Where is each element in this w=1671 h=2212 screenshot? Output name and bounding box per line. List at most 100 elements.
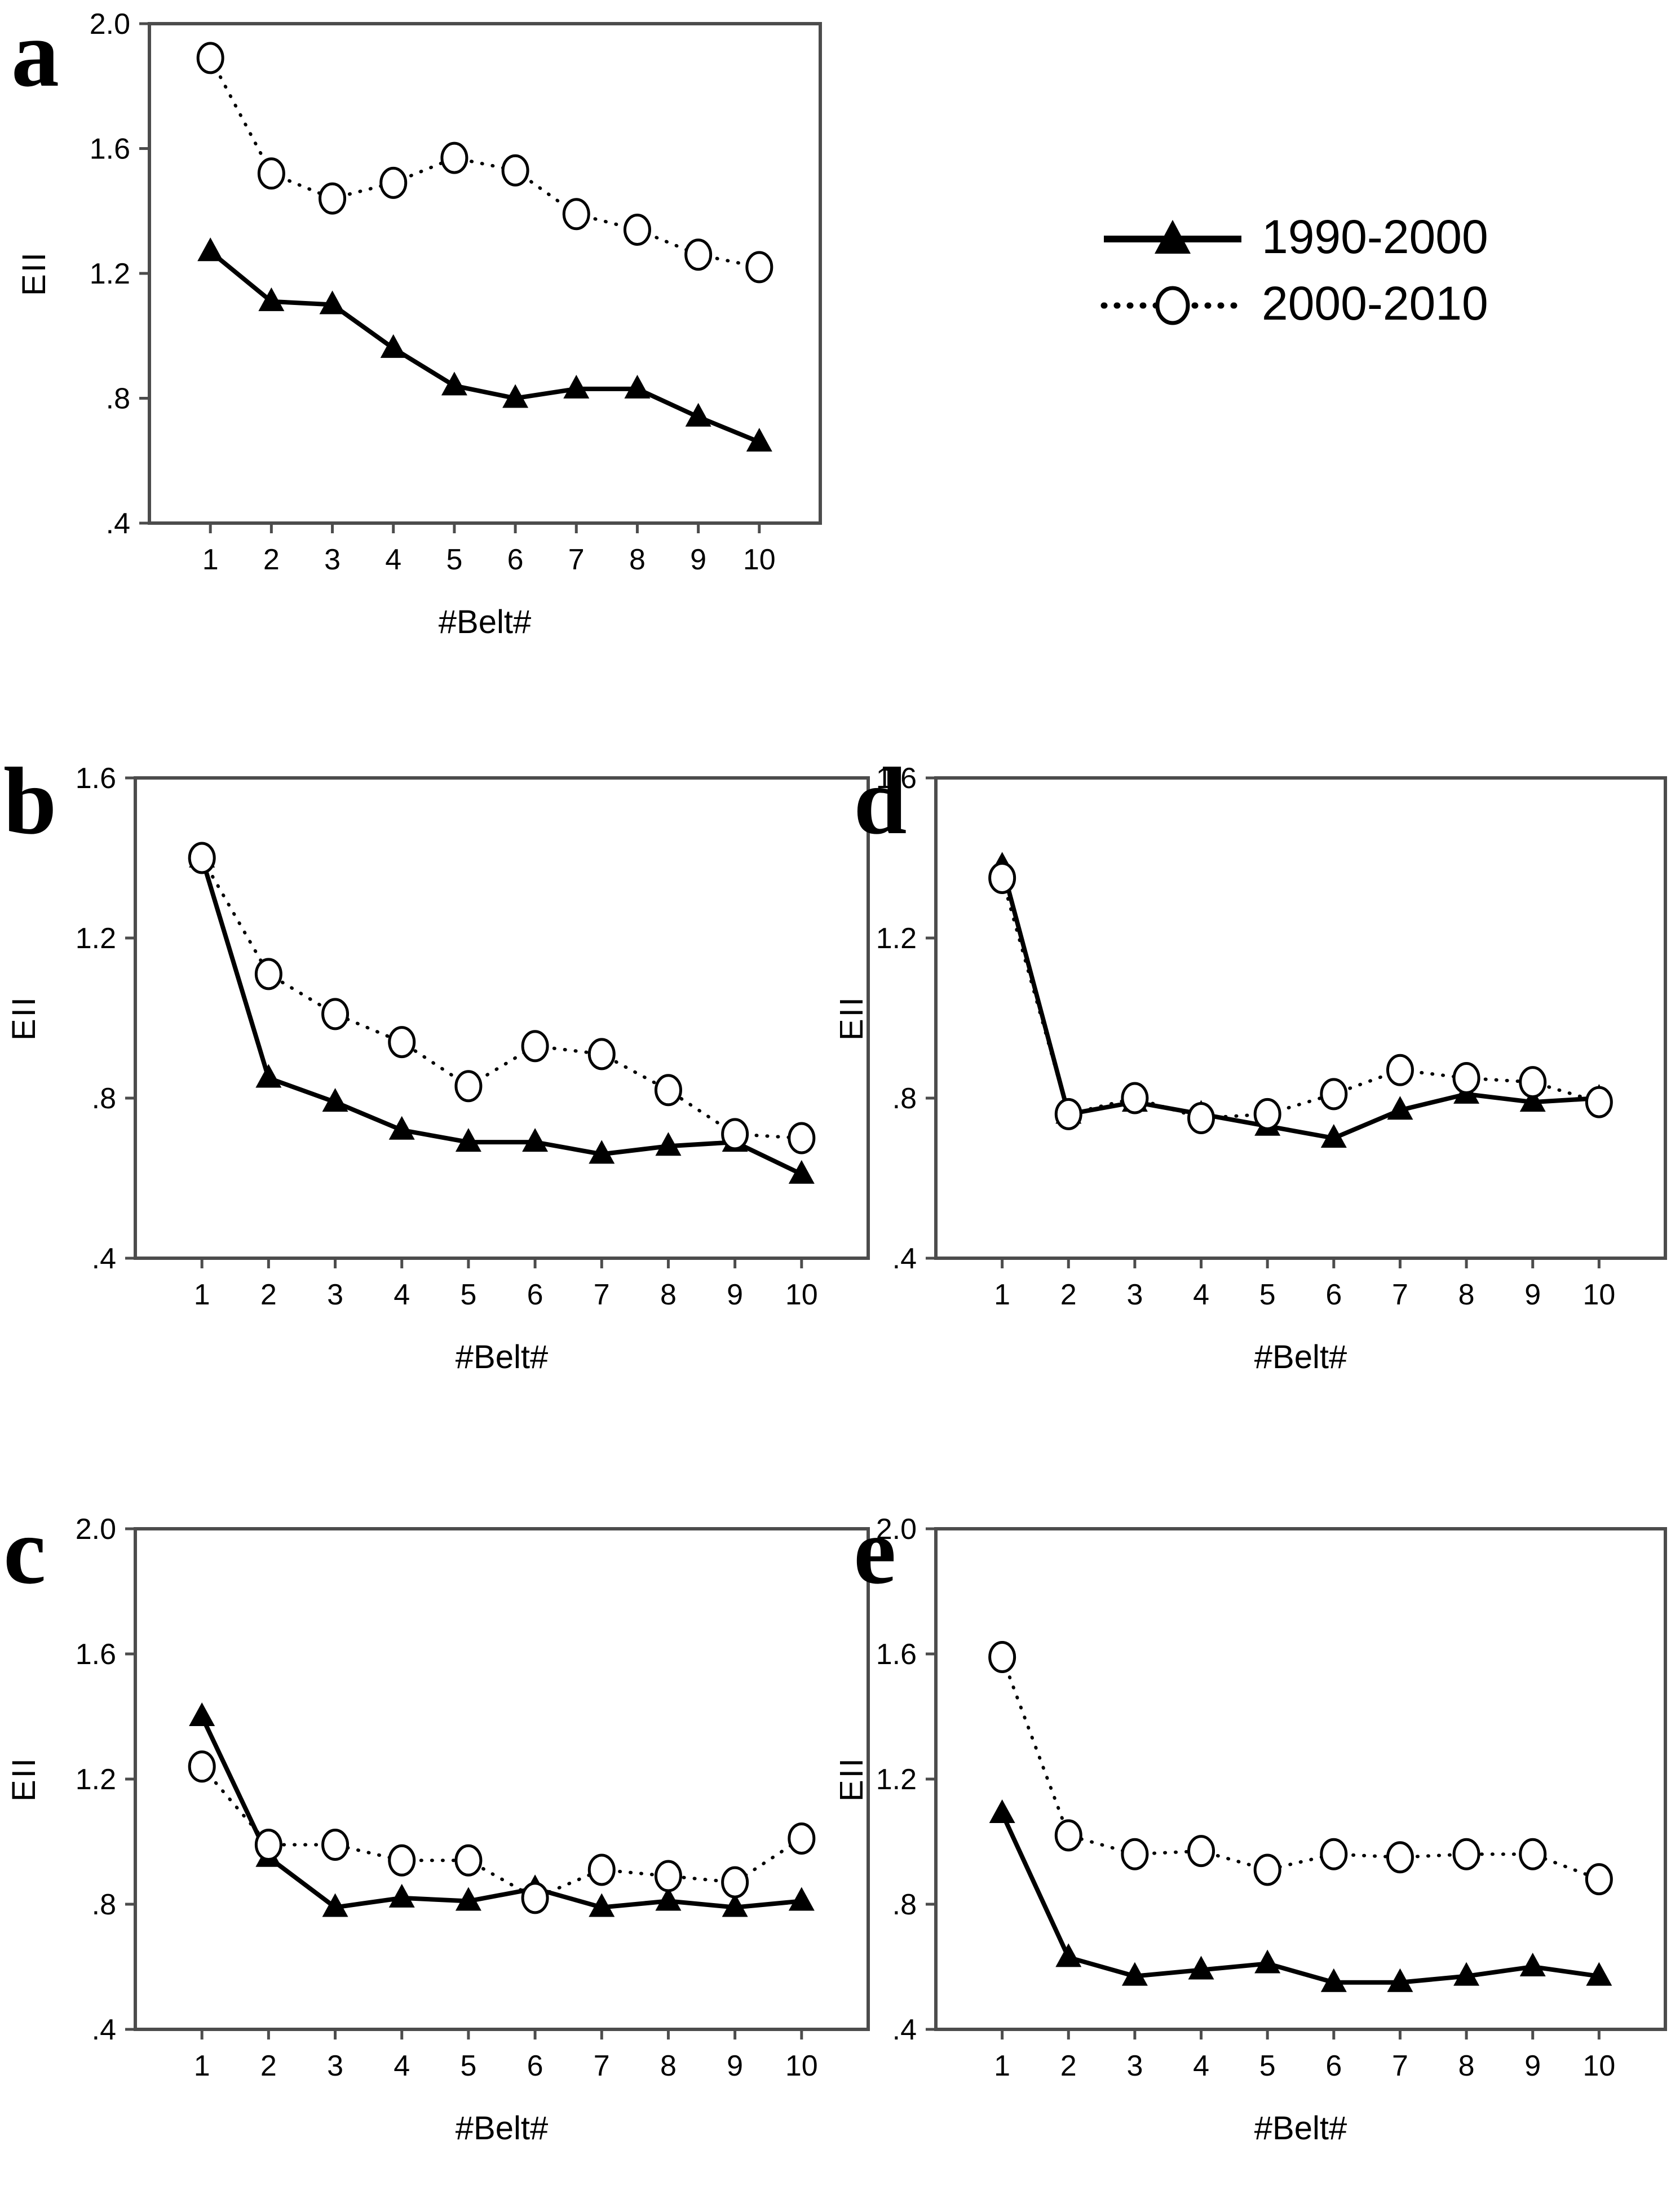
x-tick-label-d: 6 bbox=[1325, 1278, 1342, 1311]
x-axis-title-d: #Belt# bbox=[1254, 1339, 1347, 1375]
legend-item-2000-2010: 2000-2010 bbox=[1099, 274, 1488, 333]
circle-marker-d bbox=[1386, 1054, 1414, 1086]
circle-marker-d bbox=[1519, 1066, 1547, 1099]
circle-marker-c bbox=[788, 1822, 816, 1855]
series-line-dotted-b bbox=[200, 856, 803, 1140]
triangle-marker-b bbox=[522, 1128, 549, 1152]
circle-marker-e bbox=[1121, 1838, 1149, 1870]
x-tick-label-c: 10 bbox=[785, 2050, 818, 2082]
circle-marker-e bbox=[1187, 1835, 1215, 1868]
plot-box-b bbox=[134, 776, 870, 1260]
circle-marker-c bbox=[654, 1860, 682, 1892]
y-tick-label-b: 1.2 bbox=[76, 922, 116, 955]
x-tick-label-e: 4 bbox=[1193, 2050, 1209, 2082]
chart-panel-d: 1.6 1.2 .8 .4 1 2 3 4 5 6 7 8 9 10 #Belt# EII d bbox=[840, 748, 1667, 1375]
triangle-marker-c bbox=[322, 1893, 348, 1917]
triangle-marker-e bbox=[1387, 1968, 1413, 1992]
legend-item-1990-2000: 1990-2000 bbox=[1099, 207, 1488, 266]
chart-panel-b: 1.6 1.2 .8 .4 1 2 3 4 5 6 7 8 9 10 #Belt# EII b bbox=[3, 748, 870, 1375]
x-tick-label-d: 2 bbox=[1060, 1278, 1077, 1311]
y-tick-label-c: .4 bbox=[92, 2014, 116, 2046]
solid-triangle-legend-icon bbox=[1104, 220, 1241, 254]
y-tick-label-e: 1.6 bbox=[876, 1638, 917, 1671]
circle-marker-d bbox=[1585, 1086, 1613, 1118]
triangle-marker-c bbox=[189, 1702, 215, 1726]
x-tick-label-d: 5 bbox=[1259, 1278, 1276, 1311]
x-tick-label-a: 3 bbox=[324, 543, 341, 576]
series-line-solid-c bbox=[200, 1715, 802, 1910]
panel-letter-b: b bbox=[3, 748, 57, 854]
circle-marker-e bbox=[1386, 1841, 1414, 1874]
plot-box-c bbox=[134, 1527, 870, 2031]
triangle-marker-a bbox=[685, 402, 711, 427]
x-tick-label-e: 6 bbox=[1325, 2050, 1342, 2082]
dotted-circle-legend-icon bbox=[1100, 286, 1245, 325]
triangle-marker-b bbox=[388, 1116, 415, 1140]
x-tick-label-d: 10 bbox=[1582, 1278, 1615, 1311]
triangle-marker-e bbox=[1254, 1949, 1281, 1974]
circle-marker-b bbox=[254, 958, 282, 990]
y-tick-label-d: .8 bbox=[892, 1082, 917, 1115]
triangle-marker-c bbox=[589, 1893, 615, 1917]
x-tick-label-e: 7 bbox=[1392, 2050, 1408, 2082]
x-tick-label-a: 7 bbox=[568, 543, 585, 576]
x-tick-label-c: 6 bbox=[527, 2050, 543, 2082]
y-tick-label-e: 2.0 bbox=[876, 1513, 917, 1546]
x-tick-label-c: 8 bbox=[660, 2050, 677, 2082]
panel-letter-d: d bbox=[854, 748, 907, 854]
circle-marker-c bbox=[321, 1829, 350, 1861]
circle-marker-c bbox=[521, 1882, 549, 1914]
y-tick-label-a: .8 bbox=[106, 383, 130, 415]
circle-marker-d bbox=[1253, 1098, 1281, 1130]
series-line-solid-b bbox=[200, 857, 803, 1176]
triangle-marker-d bbox=[1320, 1124, 1347, 1148]
y-tick-label-b: 1.6 bbox=[76, 762, 116, 795]
plot-box-a bbox=[148, 22, 822, 525]
x-tick-label-d: 4 bbox=[1193, 1278, 1209, 1311]
x-tick-label-b: 5 bbox=[460, 1278, 476, 1311]
chart-panel-a: 2.0 1.6 1.2 .8 .4 1 2 3 4 5 6 7 8 9 10 #Belt# EII a bbox=[11, 1, 822, 640]
y-tick-label-c: 1.2 bbox=[76, 1763, 116, 1796]
x-tick-label-b: 1 bbox=[194, 1278, 210, 1311]
circle-marker-a bbox=[745, 251, 773, 284]
x-tick-label-c: 3 bbox=[327, 2050, 343, 2082]
triangle-marker-c bbox=[722, 1893, 748, 1917]
triangle-marker-e bbox=[1586, 1962, 1612, 1986]
y-tick-label-e: .8 bbox=[892, 1888, 917, 1921]
x-tick-label-a: 4 bbox=[385, 543, 401, 576]
y-tick-label-c: 2.0 bbox=[76, 1513, 116, 1546]
triangle-marker-c bbox=[455, 1887, 481, 1911]
circle-marker-b bbox=[721, 1118, 749, 1151]
x-tick-label-e: 1 bbox=[994, 2050, 1010, 2082]
triangle-marker-c bbox=[655, 1887, 682, 1911]
circle-marker-e bbox=[1452, 1838, 1480, 1870]
x-tick-label-e: 8 bbox=[1458, 2050, 1475, 2082]
x-tick-label-c: 9 bbox=[727, 2050, 743, 2082]
series-line-dotted-a bbox=[209, 56, 761, 269]
y-tick-label-a: 1.6 bbox=[90, 133, 130, 166]
x-tick-label-d: 1 bbox=[994, 1278, 1010, 1311]
y-tick-label-d: 1.2 bbox=[876, 922, 917, 955]
circle-marker-d bbox=[1320, 1078, 1348, 1111]
y-tick-label-d: .4 bbox=[892, 1242, 917, 1275]
circle-marker-d bbox=[1452, 1062, 1480, 1094]
x-tick-label-b: 8 bbox=[660, 1278, 677, 1311]
triangle-marker-e bbox=[1055, 1943, 1082, 1967]
triangle-marker-e bbox=[1453, 1962, 1480, 1986]
x-tick-label-b: 6 bbox=[527, 1278, 543, 1311]
triangle-marker-a bbox=[441, 371, 467, 396]
y-tick-label-e: 1.2 bbox=[876, 1763, 917, 1796]
triangle-marker-a bbox=[563, 374, 590, 399]
triangle-marker-b bbox=[322, 1088, 348, 1112]
series-line-dotted-c bbox=[200, 1764, 803, 1900]
legend: 1990-2000 2000-2010 bbox=[1099, 207, 1488, 333]
circle-marker-a bbox=[562, 198, 590, 231]
circle-marker-d bbox=[1054, 1098, 1082, 1130]
x-axis-title-a: #Belt# bbox=[439, 604, 531, 640]
circle-marker-e bbox=[1253, 1853, 1281, 1886]
chart-panel-c: 2.0 1.6 1.2 .8 .4 1 2 3 4 5 6 7 8 9 10 #Belt# EII c bbox=[3, 1498, 870, 2147]
series-line-solid-d bbox=[1000, 865, 1599, 1141]
y-tick-label-b: .4 bbox=[92, 1242, 116, 1275]
circle-marker-a bbox=[319, 182, 347, 215]
